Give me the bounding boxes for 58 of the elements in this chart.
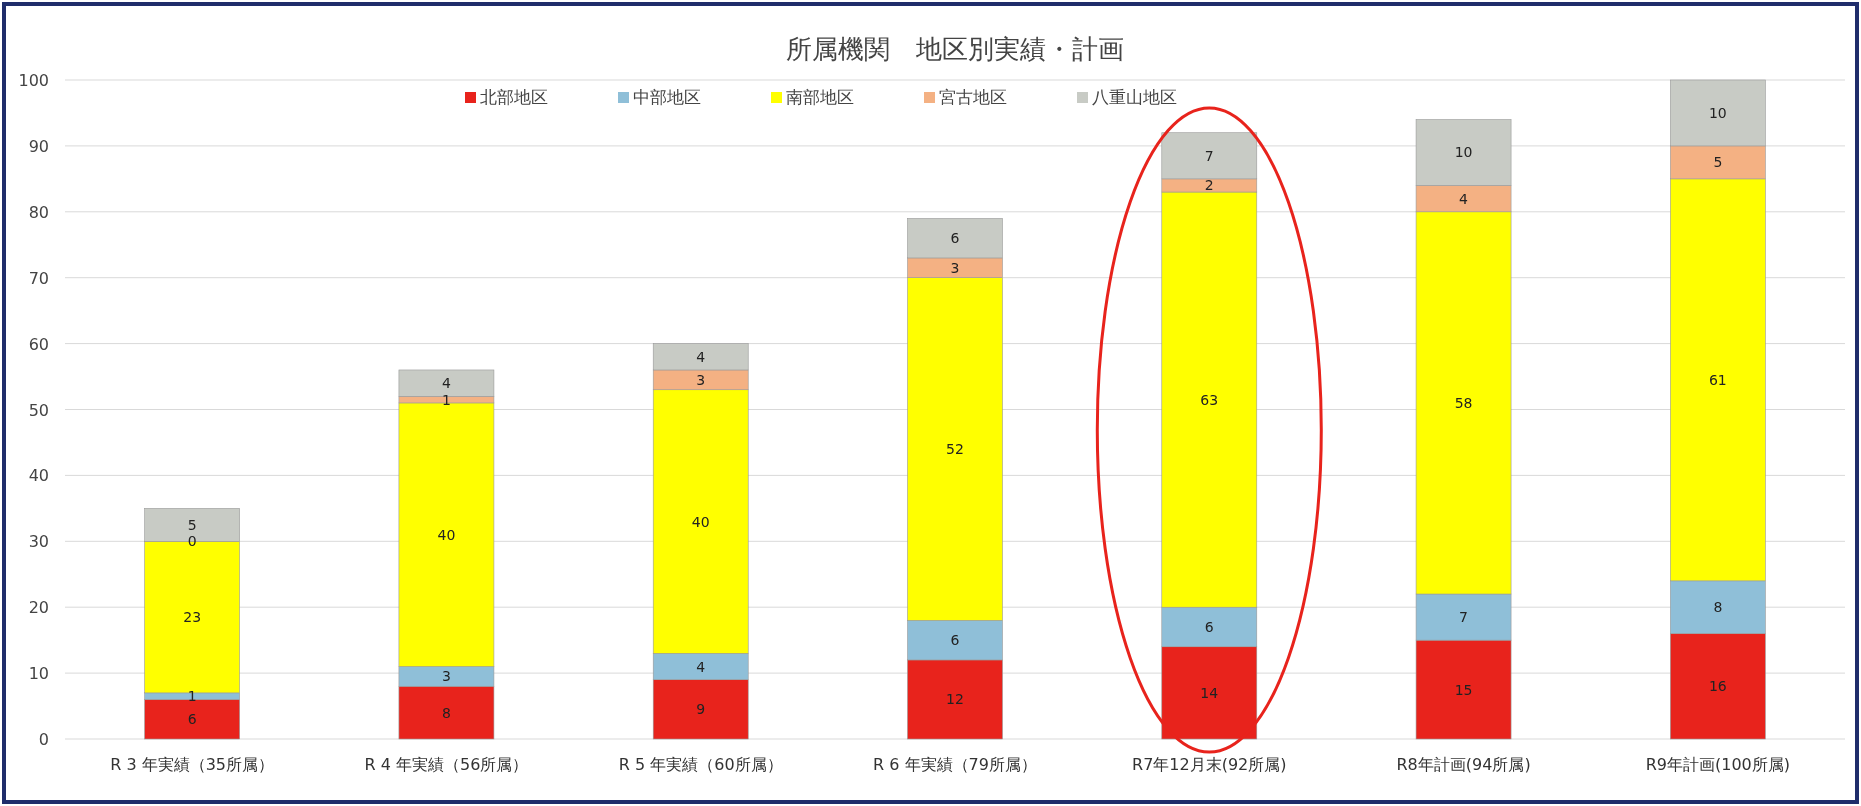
x-tick-label: R8年計画(94所属) <box>1396 755 1531 774</box>
data-label: 7 <box>1459 609 1469 626</box>
data-label: 8 <box>1713 599 1723 616</box>
y-tick-label: 50 <box>28 400 49 420</box>
legend-label: 宮古地区 <box>939 87 1007 107</box>
y-tick-label: 20 <box>28 598 49 618</box>
y-tick-label: 90 <box>28 136 49 156</box>
y-tick-label: 40 <box>28 466 49 486</box>
data-label: 3 <box>441 668 451 685</box>
data-label: 6 <box>950 230 960 247</box>
legend-label: 南部地区 <box>786 87 854 107</box>
y-tick-label: 70 <box>28 268 49 288</box>
data-label: 5 <box>187 516 197 533</box>
y-tick-label: 10 <box>28 664 49 684</box>
y-tick-label: 0 <box>38 730 49 749</box>
data-label: 40 <box>437 526 456 543</box>
y-tick-label: 100 <box>18 71 49 90</box>
data-label: 15 <box>1454 681 1473 698</box>
data-label: 1 <box>187 688 197 705</box>
x-tick-label: R 6 年実績（79所属） <box>873 755 1037 774</box>
data-label: 4 <box>1459 190 1469 207</box>
data-label: 4 <box>441 375 451 392</box>
data-label: 9 <box>696 701 706 718</box>
x-tick-label: R9年計画(100所属) <box>1645 755 1791 774</box>
data-label: 1 <box>441 391 451 408</box>
data-label: 6 <box>1204 618 1214 635</box>
data-label: 10 <box>1454 144 1473 161</box>
data-label: 58 <box>1454 394 1473 411</box>
data-label: 16 <box>1708 678 1727 695</box>
chart-title: 所属機関 地区別実績・計画 <box>786 34 1124 64</box>
data-label: 14 <box>1200 684 1219 701</box>
data-label: 52 <box>946 441 964 458</box>
legend-label: 中部地区 <box>633 87 701 107</box>
x-tick-label: R7年12月末(92所属) <box>1132 755 1287 774</box>
data-label: 12 <box>946 691 964 708</box>
legend-label: 八重山地区 <box>1092 87 1177 107</box>
data-label: 40 <box>691 513 710 530</box>
data-label: 6 <box>187 711 197 728</box>
x-tick-label: R 4 年実績（56所属） <box>364 755 529 774</box>
data-label: 7 <box>1204 147 1214 164</box>
y-tick-label: 60 <box>28 334 49 354</box>
x-tick-label: R 3 年実績（35所属） <box>110 755 275 774</box>
legend-label: 北部地区 <box>480 87 548 107</box>
x-tick-label: R 5 年実績（60所属） <box>618 755 783 774</box>
data-label: 10 <box>1708 104 1727 121</box>
data-label: 6 <box>950 632 960 649</box>
data-label: 4 <box>696 348 706 365</box>
y-tick-label: 80 <box>28 202 49 222</box>
data-label: 63 <box>1200 391 1219 408</box>
data-label: 8 <box>441 704 451 721</box>
data-label: 5 <box>1713 154 1723 171</box>
data-label: 4 <box>696 658 706 675</box>
data-label: 61 <box>1708 371 1727 388</box>
data-label: 3 <box>696 371 706 388</box>
data-label: 3 <box>950 259 960 276</box>
data-label: 23 <box>183 609 202 626</box>
y-tick-label: 30 <box>28 532 49 552</box>
data-label: 2 <box>1204 177 1214 194</box>
